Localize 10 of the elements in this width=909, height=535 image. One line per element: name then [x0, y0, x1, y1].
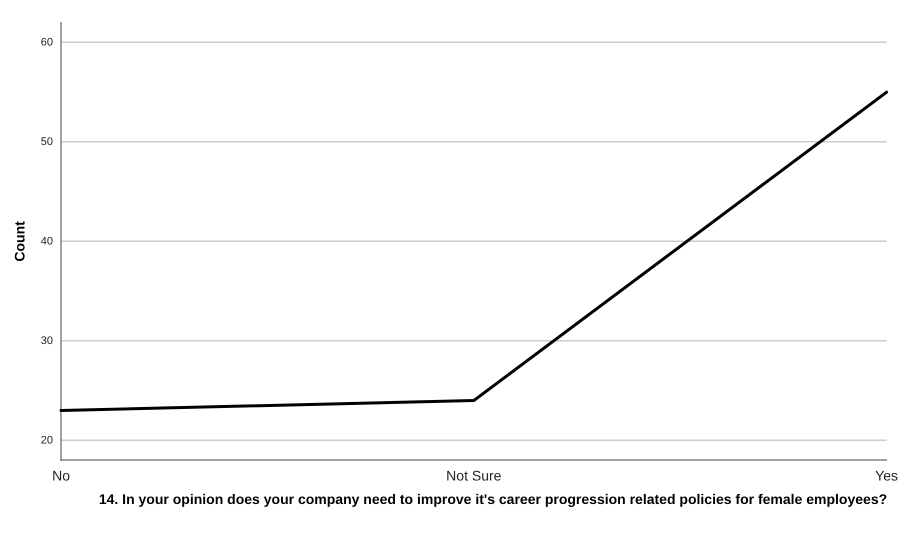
y-tick-label: 50: [40, 136, 54, 148]
x-tick-label: Not Sure: [446, 467, 502, 484]
y-axis-title: Count: [11, 220, 28, 262]
y-tick-label: 20: [40, 434, 54, 446]
y-tick-label: 60: [40, 36, 54, 49]
x-tick-label: Yes: [875, 467, 898, 484]
x-tick-label: No: [52, 467, 70, 484]
y-tick-label: 40: [40, 235, 54, 248]
x-axis-title: 14. In your opinion does your company need to improve it's career progression related policies for female employees?: [98, 491, 888, 507]
y-tick-label: 30: [40, 334, 54, 347]
